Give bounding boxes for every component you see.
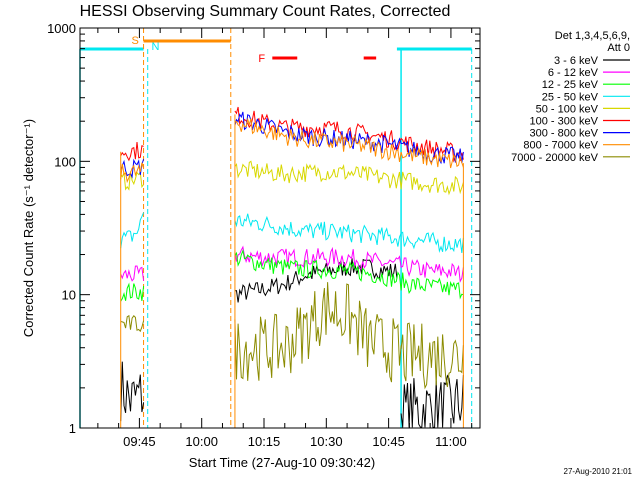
y-tick-label: 100 — [54, 154, 76, 169]
series-100-300-kev — [120, 106, 464, 163]
x-tick-label: 10:15 — [248, 434, 281, 449]
legend-label: 800 - 7000 keV — [523, 140, 598, 152]
legend-label: 50 - 100 keV — [536, 103, 599, 115]
x-tick-label: 09:45 — [123, 434, 156, 449]
series-12-25-kev — [120, 248, 464, 302]
x-tick-label: 10:45 — [372, 434, 405, 449]
series-trace-segment-1 — [234, 282, 402, 383]
saa-label: S — [132, 35, 139, 47]
generation-timestamp: 27-Aug-2010 21:01 — [564, 467, 633, 476]
series-trace-segment-0 — [120, 282, 145, 302]
series-trace-segment-0 — [120, 162, 145, 184]
series-trace-segment-1 — [234, 160, 464, 196]
series-trace-segment-0 — [120, 314, 145, 333]
y-tick-label: 10 — [62, 288, 76, 303]
series-25-50-kev — [120, 212, 464, 254]
legend-label: 6 - 12 keV — [548, 67, 599, 79]
series-3-6-kev — [120, 258, 464, 429]
series-trace-segment-2 — [400, 374, 464, 429]
series-trace-segment-0 — [120, 361, 145, 422]
legend-label: 300 - 800 keV — [530, 128, 599, 140]
plot-frame — [79, 27, 481, 429]
legend-label: 25 - 50 keV — [542, 91, 599, 103]
flare-label: F — [258, 53, 265, 65]
y-tick-label: 1 — [69, 421, 76, 436]
night-label: N — [152, 41, 160, 53]
series-layer — [120, 106, 464, 429]
x-axis-label: Start Time (27-Aug-10 09:30:42) — [189, 455, 375, 470]
chart-title: HESSI Observing Summary Count Rates, Cor… — [80, 3, 451, 20]
legend-label: 3 - 6 keV — [554, 55, 599, 67]
y-axis-label: Corrected Count Rate (s⁻¹ detector⁻¹) — [21, 119, 36, 337]
legend-header-detectors: Det 1,3,4,5,6,9, — [555, 30, 630, 42]
series-7000-20000-kev — [120, 282, 464, 390]
series-trace-segment-1 — [234, 245, 464, 284]
annotation-layer: N S F — [79, 28, 473, 428]
series-trace-segment-1 — [234, 213, 464, 254]
series-trace-segment-2 — [400, 322, 464, 390]
x-tick-label: 10:30 — [310, 434, 343, 449]
series-trace-segment-1 — [234, 258, 398, 303]
x-tick-label: 10:00 — [185, 434, 218, 449]
legend-label: 7000 - 20000 keV — [511, 152, 599, 164]
series-800-7000-kev — [120, 117, 464, 184]
series-trace-segment-1 — [234, 106, 464, 163]
series-trace-segment-0 — [120, 265, 145, 282]
legend-header-attenuator: Att 0 — [607, 42, 630, 54]
axes-layer: 1 10 100 1000 09:45 10:00 10:15 10:30 10:45 11:00 — [47, 21, 480, 449]
series-6-12-kev — [120, 245, 464, 284]
legend-label: 12 - 25 keV — [542, 79, 599, 91]
legend-label: 100 - 300 keV — [530, 116, 599, 128]
series-trace-segment-1 — [234, 248, 464, 300]
series-trace-segment-0 — [120, 142, 144, 162]
series-trace-segment-1 — [234, 117, 464, 169]
x-tick-label: 11:00 — [435, 434, 467, 449]
y-tick-label: 1000 — [47, 21, 76, 36]
series-trace-segment-0 — [120, 212, 145, 249]
